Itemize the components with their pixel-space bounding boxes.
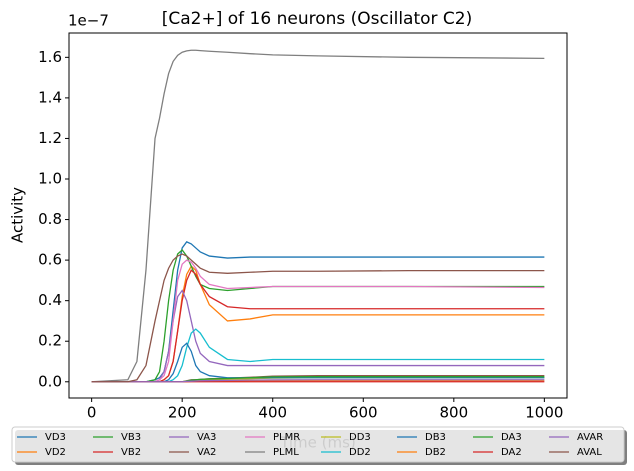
series-line: [91, 259, 545, 383]
y-tick-label: 1.2: [38, 129, 62, 147]
legend-label: DD2: [349, 447, 371, 458]
x-tick-label: 0: [87, 404, 97, 422]
legend-label: DA2: [501, 447, 522, 458]
y-tick-label: 0.6: [38, 251, 62, 269]
y-axis-label: Activity: [9, 187, 27, 243]
series-line: [91, 379, 545, 383]
legend-label: PLML: [273, 447, 299, 458]
legend-label: DB3: [425, 432, 446, 443]
series-line: [91, 328, 545, 383]
legend-label: AVAR: [577, 432, 603, 443]
x-tick-label: 600: [349, 404, 378, 422]
legend-label: VA3: [197, 432, 216, 443]
y-tick-label: 1.6: [38, 48, 62, 66]
chart-title: [Ca2+] of 16 neurons (Oscillator C2): [162, 9, 472, 29]
y-tick-label: 1.0: [38, 170, 62, 188]
legend-label: VA2: [197, 447, 216, 458]
x-tick-label: 400: [258, 404, 287, 422]
y-tick-label: 0.8: [38, 210, 62, 228]
series-line: [91, 49, 545, 383]
x-tick-label: 800: [439, 404, 468, 422]
legend-label: DB2: [425, 447, 446, 458]
y-tick-label: 0.4: [38, 291, 62, 309]
series-line: [91, 241, 545, 383]
legend-label: VD2: [45, 447, 66, 458]
y-tick-label: 1.4: [38, 88, 62, 106]
legend-box: [11, 426, 625, 463]
plot-frame: [68, 32, 568, 399]
legend-label: VB3: [121, 432, 141, 443]
series-line: [91, 249, 545, 383]
y-tick-label: 0.0: [38, 372, 62, 390]
x-tick-label: 200: [168, 404, 197, 422]
legend-label: VB2: [121, 447, 141, 458]
series-line: [91, 265, 545, 383]
legend-label: PLMR: [273, 432, 300, 443]
y-offset: 1e−7: [68, 12, 109, 30]
legend-label: DD3: [349, 432, 371, 443]
y-tick-label: 0.2: [38, 332, 62, 350]
legend-label: AVAL: [577, 447, 602, 458]
legend-label: VD3: [45, 432, 66, 443]
legend-label: DA3: [501, 432, 522, 443]
series-line: [91, 253, 545, 383]
x-tick-label: 1000: [525, 404, 563, 422]
